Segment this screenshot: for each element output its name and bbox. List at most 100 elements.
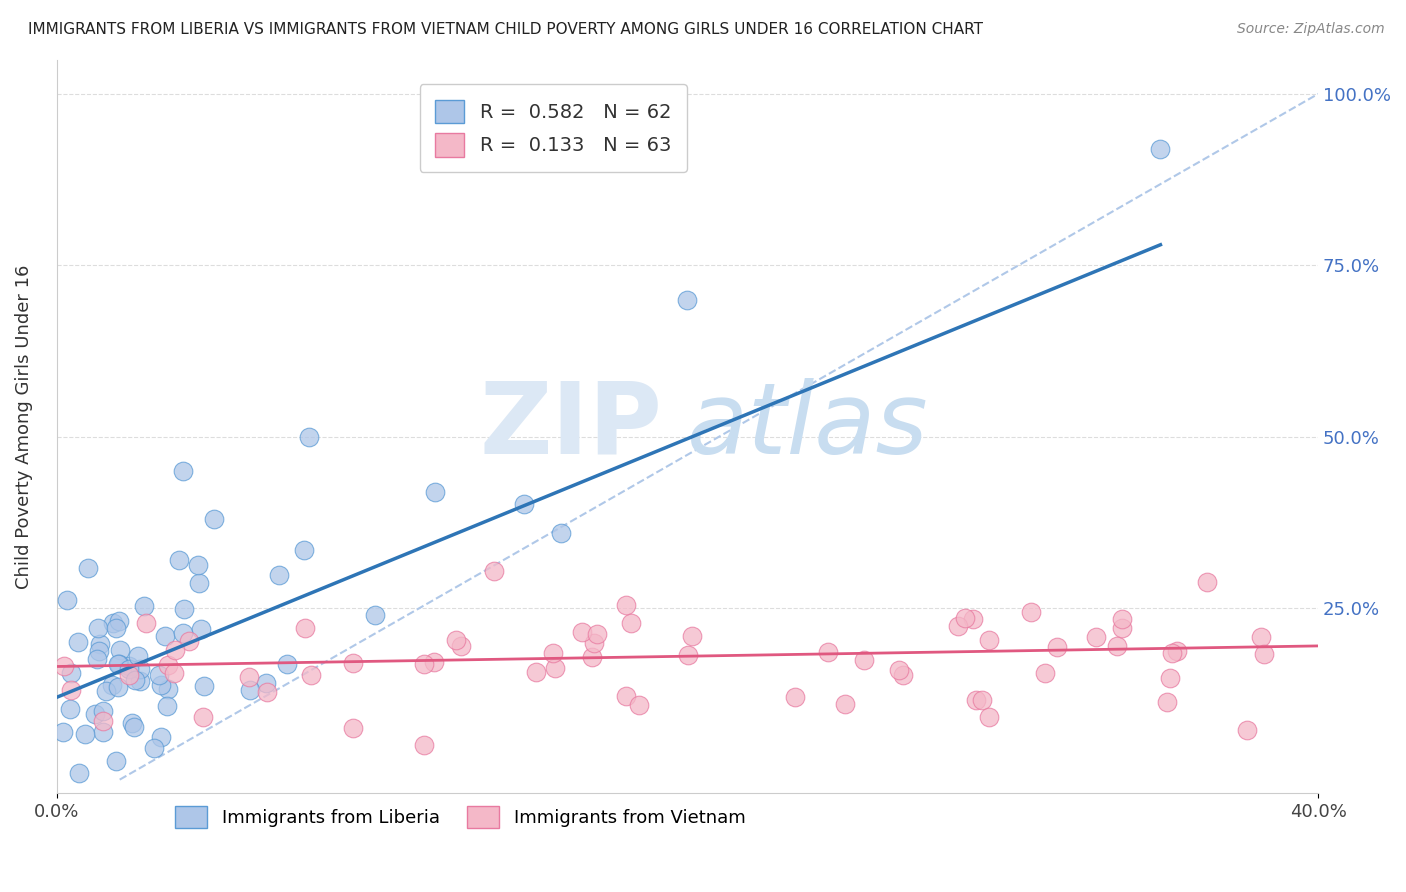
Point — [294, 621, 316, 635]
Point — [66, 635, 89, 649]
Point — [342, 721, 364, 735]
Text: Source: ZipAtlas.com: Source: ZipAtlas.com — [1237, 22, 1385, 37]
Point — [254, 676, 277, 690]
Point — [75, 727, 97, 741]
Point — [977, 709, 1000, 723]
Point — [267, 567, 290, 582]
Point — [1161, 646, 1184, 660]
Point — [53, 659, 76, 673]
Point — [122, 720, 145, 734]
Point — [84, 707, 107, 722]
Point — [165, 643, 187, 657]
Point — [342, 656, 364, 670]
Point — [1033, 665, 1056, 680]
Point — [107, 680, 129, 694]
Point — [202, 512, 225, 526]
Point — [105, 621, 128, 635]
Point — [177, 634, 200, 648]
Point — [484, 564, 506, 578]
Point — [59, 701, 82, 715]
Point — [153, 629, 176, 643]
Y-axis label: Child Poverty Among Girls Under 16: Child Poverty Among Girls Under 16 — [15, 264, 32, 589]
Point — [785, 690, 807, 705]
Point — [972, 693, 994, 707]
Point — [156, 682, 179, 697]
Text: IMMIGRANTS FROM LIBERIA VS IMMIGRANTS FROM VIETNAM CHILD POVERTY AMONG GIRLS UND: IMMIGRANTS FROM LIBERIA VS IMMIGRANTS FR… — [28, 22, 983, 37]
Point — [118, 667, 141, 681]
Point — [67, 765, 90, 780]
Point — [891, 667, 914, 681]
Point — [124, 673, 146, 687]
Point — [150, 731, 173, 745]
Point — [187, 558, 209, 573]
Point — [299, 667, 322, 681]
Point — [238, 670, 260, 684]
Point — [423, 655, 446, 669]
Point — [962, 612, 984, 626]
Point — [127, 649, 149, 664]
Point — [239, 682, 262, 697]
Point — [91, 724, 114, 739]
Point — [100, 678, 122, 692]
Point — [157, 658, 180, 673]
Point — [1111, 612, 1133, 626]
Point — [513, 497, 536, 511]
Point — [965, 692, 987, 706]
Point — [129, 673, 152, 688]
Point — [581, 650, 603, 665]
Point — [364, 608, 387, 623]
Point — [87, 644, 110, 658]
Point — [132, 599, 155, 614]
Point — [292, 543, 315, 558]
Point — [676, 293, 699, 307]
Point — [1197, 575, 1219, 590]
Point — [256, 684, 278, 698]
Point — [1236, 723, 1258, 737]
Point — [77, 561, 100, 575]
Point — [96, 684, 118, 698]
Point — [413, 738, 436, 752]
Point — [1159, 671, 1181, 685]
Point — [1019, 605, 1042, 619]
Point — [56, 593, 79, 607]
Point — [135, 616, 157, 631]
Point — [678, 648, 700, 662]
Point — [953, 611, 976, 625]
Point — [142, 740, 165, 755]
Point — [544, 661, 567, 675]
Point — [191, 709, 214, 723]
Point — [614, 599, 637, 613]
Point — [91, 704, 114, 718]
Point — [550, 525, 572, 540]
Point — [681, 629, 703, 643]
Point — [583, 636, 606, 650]
Point — [444, 632, 467, 647]
Point — [187, 576, 209, 591]
Point — [541, 646, 564, 660]
Point — [108, 657, 131, 672]
Point — [148, 667, 170, 681]
Point — [172, 626, 194, 640]
Point — [1111, 621, 1133, 635]
Point — [834, 697, 856, 711]
Point — [1250, 630, 1272, 644]
Point — [104, 754, 127, 768]
Legend: Immigrants from Liberia, Immigrants from Vietnam: Immigrants from Liberia, Immigrants from… — [167, 799, 752, 836]
Point — [87, 621, 110, 635]
Point — [276, 657, 298, 672]
Point — [298, 430, 321, 444]
Point — [627, 698, 650, 712]
Point — [620, 616, 643, 631]
Point — [60, 683, 83, 698]
Point — [853, 653, 876, 667]
Text: atlas: atlas — [688, 378, 929, 475]
Point — [1084, 630, 1107, 644]
Point — [89, 637, 111, 651]
Point — [118, 658, 141, 673]
Point — [1105, 639, 1128, 653]
Point — [193, 679, 215, 693]
Point — [110, 643, 132, 657]
Point — [585, 627, 607, 641]
Point — [1046, 640, 1069, 655]
Point — [118, 662, 141, 676]
